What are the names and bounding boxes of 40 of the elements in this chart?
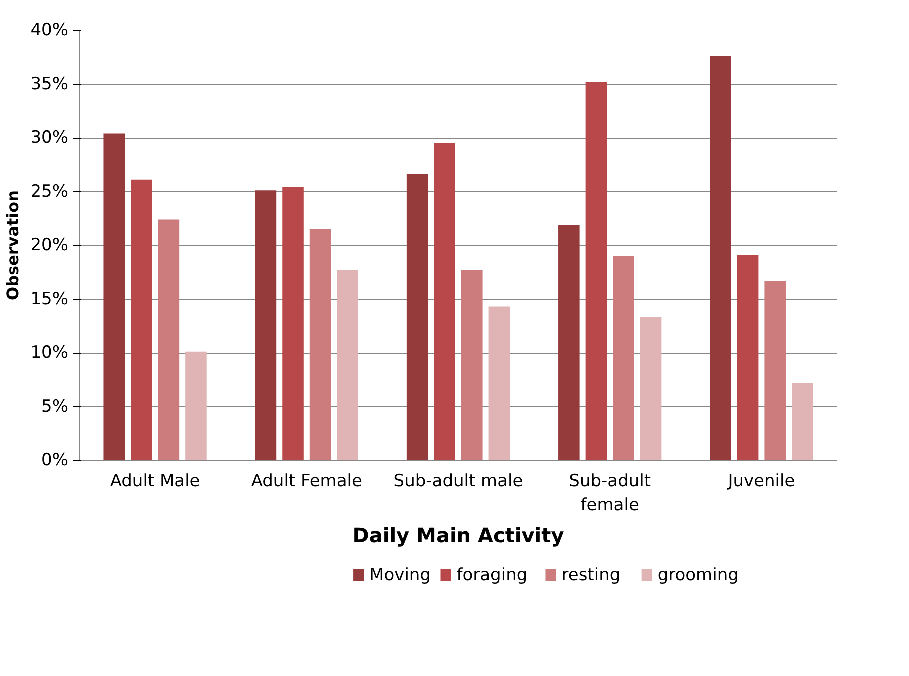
bar — [558, 225, 580, 460]
legend-label: grooming — [658, 566, 739, 586]
bar — [586, 82, 608, 460]
x-tick-label: Sub-adult female — [569, 472, 652, 516]
x-tick-label: Adult Female — [251, 472, 362, 492]
y-tick-label: 0% — [42, 450, 69, 470]
bar — [640, 318, 662, 460]
bar — [310, 229, 332, 460]
y-tick-label: 30% — [30, 128, 69, 148]
x-axis-title: Daily Main Activity — [352, 524, 564, 548]
bar — [488, 306, 510, 460]
y-tick-label: 20% — [30, 236, 69, 256]
bar — [462, 270, 483, 460]
bar — [255, 190, 277, 460]
bar — [131, 180, 152, 460]
y-axis-title: Observation — [4, 190, 23, 301]
y-tick-label: 40% — [30, 20, 69, 40]
bar — [186, 352, 207, 460]
bar — [104, 134, 126, 460]
bar — [434, 143, 456, 460]
x-tick-label: Adult Male — [110, 472, 200, 492]
bar — [158, 220, 180, 460]
y-tick-label: 35% — [30, 74, 69, 94]
y-tick-label: 25% — [30, 182, 69, 202]
bar — [737, 255, 759, 460]
bar — [406, 174, 428, 460]
legend-label: resting — [562, 566, 621, 586]
legend-label: Moving — [370, 566, 431, 586]
y-tick-label: 15% — [30, 289, 69, 310]
x-tick-label: Juvenile — [727, 472, 796, 492]
x-tick-label: Sub-adult male — [394, 472, 524, 492]
bar — [710, 56, 732, 460]
bar — [282, 187, 304, 460]
bar — [764, 280, 786, 460]
y-tick-label: 10% — [30, 343, 69, 363]
y-tick-label: 5% — [42, 396, 69, 417]
bar — [613, 256, 634, 460]
bar — [337, 270, 358, 460]
legend-label: foraging — [456, 566, 528, 586]
bar — [792, 383, 814, 460]
